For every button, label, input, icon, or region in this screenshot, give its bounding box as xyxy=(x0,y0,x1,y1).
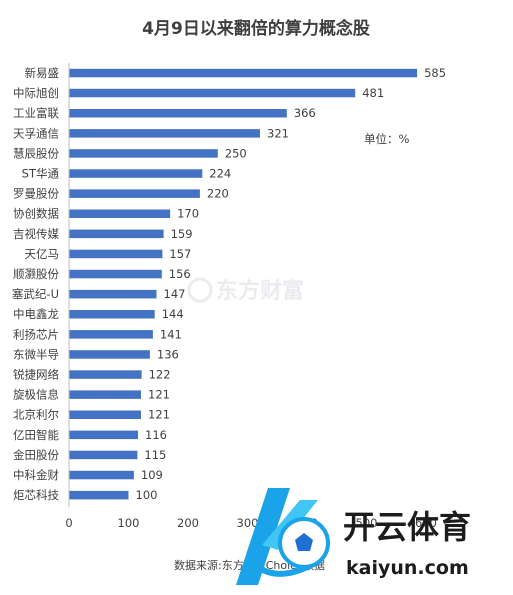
category-label: 慧辰股份 xyxy=(13,146,59,160)
category-label: 顺灏股份 xyxy=(13,267,59,281)
bar xyxy=(69,189,200,198)
bar xyxy=(69,109,287,118)
category-label: 中际旭创 xyxy=(13,86,59,100)
value-label: 321 xyxy=(267,126,289,140)
x-tick-label: 200 xyxy=(177,516,199,530)
bar xyxy=(69,490,129,500)
category-label: 天孚通信 xyxy=(13,126,59,140)
category-label: 天亿马 xyxy=(25,247,60,261)
bar xyxy=(69,370,142,379)
bar xyxy=(69,410,141,419)
value-label: 220 xyxy=(207,187,229,201)
bar xyxy=(69,330,153,339)
value-label: 366 xyxy=(294,106,316,120)
bars-group: 新易盛 585 中际旭创 481 工业富联 366 天孚通信 321 慧辰股份 250 ST华通 22… xyxy=(12,66,446,502)
value-label: 141 xyxy=(160,327,182,341)
category-label: 中电鑫龙 xyxy=(13,307,59,321)
value-label: 121 xyxy=(148,408,170,422)
bar xyxy=(69,350,150,359)
value-label: 224 xyxy=(209,167,231,181)
bar xyxy=(69,129,260,138)
bar xyxy=(69,249,163,259)
category-label: 新易盛 xyxy=(25,66,60,80)
bar xyxy=(69,88,356,98)
category-label: 金田股份 xyxy=(13,448,59,462)
kaiyun-watermark: 开云体育 kaiyun.com xyxy=(236,488,471,585)
eastmoney-watermark: 东方财富 xyxy=(187,277,304,304)
bar xyxy=(69,68,418,78)
bar xyxy=(69,209,171,218)
category-label: 塞武纪-U xyxy=(12,287,59,301)
value-label: 147 xyxy=(164,287,186,301)
x-tick-label: 500 xyxy=(356,516,378,530)
kaiyun-logo-icon xyxy=(236,488,330,585)
bar xyxy=(69,229,164,239)
category-label: 协创数据 xyxy=(13,207,59,221)
value-label: 481 xyxy=(362,86,384,100)
category-label: 东微半导 xyxy=(13,347,59,361)
bar xyxy=(69,390,141,399)
value-label: 136 xyxy=(157,347,179,361)
eastmoney-logo-icon xyxy=(187,277,213,303)
unit-label: 单位：% xyxy=(364,132,409,146)
category-label: 亿田智能 xyxy=(13,428,59,442)
bar xyxy=(69,269,162,279)
bar xyxy=(69,430,138,440)
category-label: 利扬芯片 xyxy=(13,327,59,341)
value-label: 116 xyxy=(145,428,167,442)
x-tick-label: 600 xyxy=(415,516,437,530)
category-label: 锐捷网络 xyxy=(13,368,59,382)
x-tick-label: 100 xyxy=(118,516,140,530)
x-tick-label: 300 xyxy=(237,516,259,530)
value-label: 144 xyxy=(162,307,184,321)
value-label: 121 xyxy=(148,388,170,402)
value-label: 250 xyxy=(225,146,247,160)
category-label: 炬芯科技 xyxy=(13,488,59,502)
kaiyun-brand-cn: 开云体育 xyxy=(343,508,471,546)
bar xyxy=(69,310,155,319)
bar xyxy=(69,450,138,460)
bar xyxy=(69,289,157,299)
category-label: 中科金财 xyxy=(13,468,59,482)
value-label: 170 xyxy=(177,207,199,221)
x-tick-label: 0 xyxy=(65,516,72,530)
bar xyxy=(69,470,134,480)
eastmoney-watermark-text: 东方财富 xyxy=(216,278,304,304)
category-label: 工业富联 xyxy=(13,106,59,120)
category-label: 旋极信息 xyxy=(13,388,59,402)
bar xyxy=(69,149,218,158)
category-label: ST华通 xyxy=(22,167,60,181)
value-label: 122 xyxy=(149,368,171,382)
category-label: 北京利尔 xyxy=(13,408,59,422)
value-label: 159 xyxy=(171,227,193,241)
category-label: 吉视传媒 xyxy=(13,227,59,241)
value-label: 109 xyxy=(141,468,163,482)
value-label: 156 xyxy=(169,267,191,281)
value-label: 585 xyxy=(424,66,446,80)
bar xyxy=(69,169,203,178)
value-label: 115 xyxy=(144,448,166,462)
value-label: 100 xyxy=(136,488,158,502)
kaiyun-brand-en: kaiyun.com xyxy=(346,557,469,579)
value-label: 157 xyxy=(169,247,191,261)
category-label: 罗曼股份 xyxy=(13,187,59,201)
chart-title: 4月9日以来翻倍的算力概念股 xyxy=(142,18,370,39)
